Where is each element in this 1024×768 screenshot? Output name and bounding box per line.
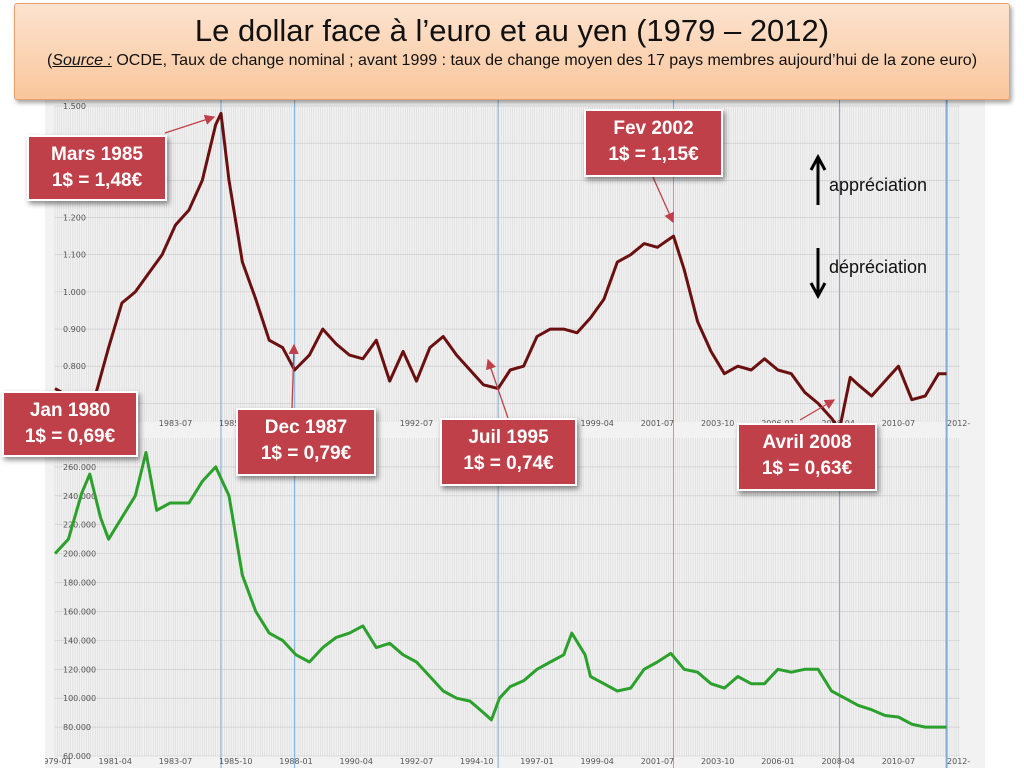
x-tick-label: 2008-04 (821, 757, 854, 766)
x-tick-label: 1985-10 (219, 419, 252, 428)
callout-avril2008: Avril 2008 1$ = 0,63€ (737, 423, 877, 491)
x-tick-label: 1992-07 (400, 757, 433, 766)
callout-mars1985: Mars 1985 1$ = 1,48€ (27, 135, 167, 201)
callout-date: Jan 1980 (29, 400, 111, 421)
callout-dec1987: Dec 1987 1$ = 0,79€ (236, 408, 376, 476)
y-tick-label: 0.800 (63, 362, 86, 371)
y-tick-label: 160.000 (63, 607, 96, 616)
x-tick-label: 2001-07 (641, 419, 674, 428)
appreciation-label: appréciation (829, 175, 928, 195)
x-tick-label: 2003-10 (701, 757, 734, 766)
callout-fev2002: Fev 2002 1$ = 1,15€ (584, 109, 723, 177)
x-tick-label: 1990-04 (340, 757, 373, 766)
page-subtitle: (Source : OCDE, Taux de change nominal ;… (46, 52, 978, 69)
callout-value: 1$ = 0,63€ (761, 458, 853, 479)
x-tick-label: 1997-01 (520, 757, 553, 766)
callout-value: 1$ = 1,15€ (608, 144, 699, 165)
callout-jan1980: Jan 1980 1$ = 0,69€ (2, 391, 138, 457)
x-tick-label: 1981-04 (99, 757, 132, 766)
callout-value: 1$ = 0,69€ (24, 426, 116, 447)
x-tick-label: 1983-07 (159, 419, 192, 428)
x-tick-label: 1999-04 (580, 757, 613, 766)
x-tick-label: 2001-07 (641, 757, 674, 766)
series-line (53, 451, 947, 729)
title-box: Le dollar face à l’euro et au yen (1979 … (14, 3, 1010, 100)
y-tick-label: 1.500 (63, 102, 86, 111)
x-tick-label: 1994-10 (460, 757, 493, 766)
callout-date: Avril 2008 (762, 432, 852, 453)
y-tick-label: 80.000 (63, 723, 91, 732)
callout-date: Fev 2002 (613, 118, 694, 139)
source-text: OCDE, Taux de change nominal ; avant 199… (111, 52, 978, 69)
y-tick-label: 1.100 (63, 251, 86, 260)
callout-date: Dec 1987 (264, 417, 348, 438)
yen-chart: 60.000 80.000 100.000 120.000 140.000 160.000… (45, 432, 970, 768)
x-tick-label: 1983-07 (159, 757, 192, 766)
y-tick-label: 0.900 (63, 325, 86, 334)
x-tick-label: 1979-01 (45, 757, 72, 766)
callout-juil1995: Juil 1995 1$ = 0,74€ (440, 418, 577, 486)
x-tick-label: 2012- (947, 419, 970, 428)
callout-value: 1$ = 1,48€ (51, 170, 143, 191)
y-tick-label: 1.000 (63, 288, 86, 297)
page-title: Le dollar face à l’euro et au yen (1979 … (194, 13, 830, 48)
callout-value: 1$ = 0,74€ (463, 453, 554, 474)
y-tick-label: 200.000 (63, 550, 96, 559)
grid (54, 438, 960, 757)
y-tick-label: 140.000 (63, 636, 96, 645)
x-tick-label: 1988-01 (279, 757, 312, 766)
depreciation-label: dépréciation (829, 257, 928, 277)
y-tick-label: 100.000 (63, 694, 96, 703)
x-tick-label: 2010-07 (882, 419, 915, 428)
callout-date: Juil 1995 (468, 427, 549, 448)
y-tick-label: 260.000 (63, 463, 96, 472)
y-tick-label: 120.000 (63, 665, 96, 674)
callout-date: Mars 1985 (51, 144, 143, 165)
y-tick-label: 220.000 (63, 521, 96, 530)
x-tick-label: 1992-07 (400, 419, 433, 428)
callout-value: 1$ = 0,79€ (260, 443, 352, 464)
x-tick-label: 2012- (947, 757, 970, 766)
source-label: Source : (52, 52, 112, 69)
x-tick-label: 2006-01 (761, 757, 794, 766)
x-tick-label: 1999-04 (580, 419, 613, 428)
x-tick-label: 2003-10 (701, 419, 734, 428)
x-tick-label: 1985-10 (219, 757, 252, 766)
x-tick-label: 2010-07 (882, 757, 915, 766)
y-tick-label: 180.000 (63, 579, 96, 588)
y-tick-label: 60.000 (63, 752, 91, 761)
y-tick-label: 1.200 (63, 214, 86, 223)
